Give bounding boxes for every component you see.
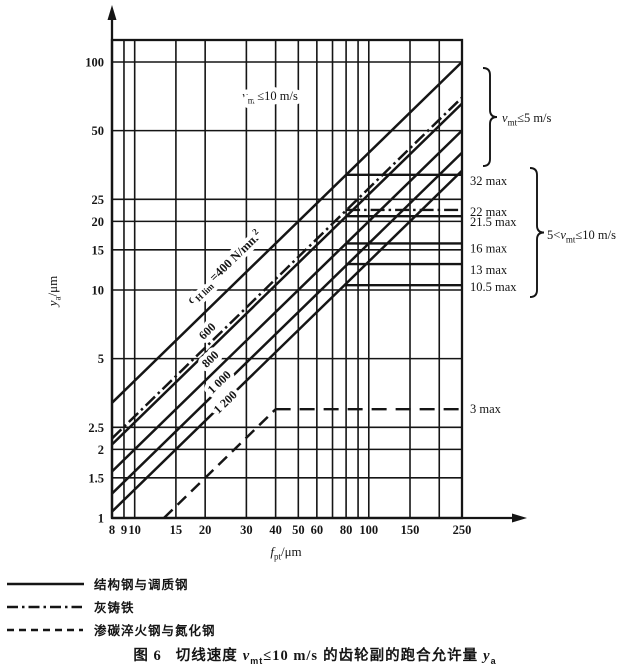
label-sigma-400: σH lim =400 N/mm2	[183, 226, 267, 308]
plateau-label-cap-16: 16 max	[470, 241, 508, 255]
x-tick-label-20: 20	[199, 523, 212, 537]
legend-label-structural-steel: 结构钢与调质钢	[94, 578, 189, 592]
plateau-label-cap-32: 32 max	[470, 174, 508, 188]
y-axis-arrow	[107, 5, 117, 20]
vmt-le-5-label: vmt≤5 m/s	[502, 111, 552, 128]
series-sigma-hlim-600	[111, 102, 463, 446]
x-tick-label-250: 250	[453, 523, 472, 537]
plateau-label-cap-10.5: 10.5 max	[470, 280, 517, 294]
figure-caption: 图 6 切线速度 vmt≤10 m/s 的齿轮副的跑合允许量 ya	[133, 648, 497, 666]
x-axis-title: fpt/μm	[270, 544, 301, 562]
y-tick-label-20: 20	[92, 215, 105, 229]
plateau-label-cap-13: 13 max	[470, 263, 508, 277]
x-tick-label-100: 100	[359, 523, 378, 537]
vmt-le-10-label: vmt≤10 m/s	[242, 89, 298, 106]
y-tick-label-2.5: 2.5	[88, 421, 104, 435]
plateau-label-cap-3: 3 max	[470, 402, 502, 416]
legend-item-structural-steel: 结构钢与调质钢	[6, 572, 426, 595]
x-tick-label-60: 60	[311, 523, 324, 537]
y-tick-label-10: 10	[92, 284, 105, 298]
y-tick-label-25: 25	[92, 193, 105, 207]
x-tick-label-30: 30	[240, 523, 253, 537]
series-carburized-nitrided	[163, 408, 277, 519]
series-sigma-hlim-1200	[111, 169, 463, 513]
dashdot-line-swatch	[7, 605, 82, 608]
x-tick-label-150: 150	[401, 523, 420, 537]
legend-item-grey-cast-iron: 灰铸铁	[6, 595, 426, 618]
y-tick-label-50: 50	[92, 124, 105, 138]
x-tick-label-50: 50	[292, 523, 305, 537]
y-tick-label-100: 100	[85, 56, 104, 70]
x-tick-label-80: 80	[340, 523, 353, 537]
figure-number: 图 6	[133, 648, 162, 664]
y-tick-label-2: 2	[98, 443, 104, 457]
5-lt-vmt-le-10-label: 5<vmt≤10 m/s	[547, 228, 616, 245]
y-tick-label-15: 15	[92, 243, 105, 257]
x-axis-arrow	[512, 513, 527, 523]
y-tick-label-1.5: 1.5	[88, 471, 104, 485]
y-tick-label-1: 1	[98, 512, 104, 526]
data-series	[111, 61, 463, 519]
plateau-label-cap-22: 22 max	[470, 205, 508, 219]
x-tick-label-10: 10	[128, 523, 141, 537]
series-sigma-hlim-800	[111, 129, 463, 473]
y-axis-title: ya/μm	[45, 276, 63, 308]
grid	[111, 40, 463, 519]
x-tick-label-15: 15	[170, 523, 183, 537]
brace-5-lt-vmt-le-10	[529, 167, 545, 298]
y-tick-label-5: 5	[98, 352, 104, 366]
chart-legend: 结构钢与调质钢 灰铸铁 渗碳淬火钢与氮化钢	[6, 572, 426, 641]
x-tick-label-8: 8	[109, 523, 115, 537]
plateau-label-cap-21.5: 21.5 max	[470, 215, 517, 229]
series-grey-cast-iron	[111, 96, 463, 440]
legend-item-carburized-nitrided-steel: 渗碳淬火钢与氮化钢	[6, 618, 426, 641]
legend-label-grey-cast-iron: 灰铸铁	[94, 601, 135, 615]
plateau-caps	[275, 173, 462, 411]
solid-line-swatch	[7, 582, 84, 585]
series-sigma-hlim-400	[111, 61, 463, 404]
brace-vmt-le-5	[482, 67, 498, 167]
x-tick-label-9: 9	[121, 523, 127, 537]
dashed-line-swatch	[7, 628, 83, 631]
x-tick-label-40: 40	[269, 523, 282, 537]
legend-label-carburized-nitrided-steel: 渗碳淬火钢与氮化钢	[94, 624, 216, 638]
